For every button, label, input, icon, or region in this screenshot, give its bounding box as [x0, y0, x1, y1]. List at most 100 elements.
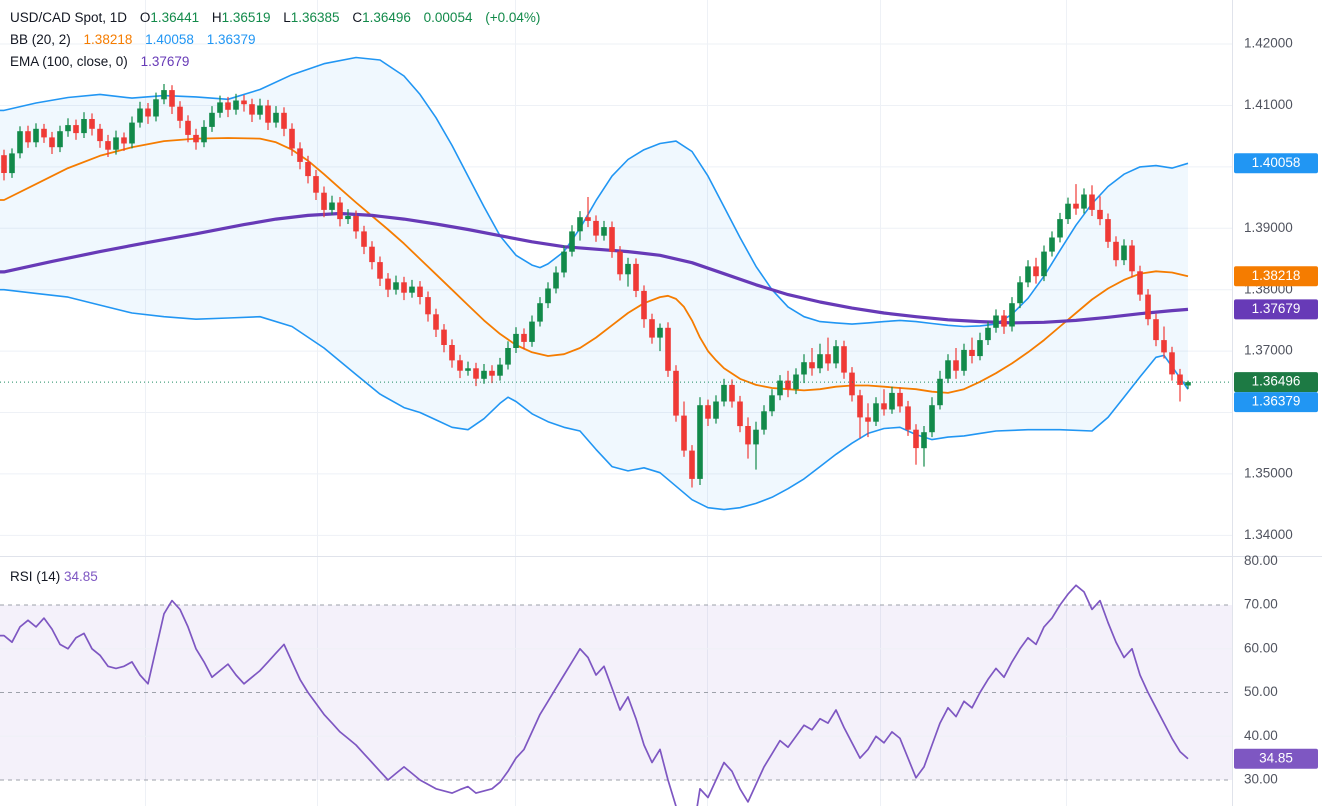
bb-legend-row[interactable]: BB (20, 2) 1.38218 1.40058 1.36379 — [10, 29, 540, 51]
candle-body — [681, 415, 687, 451]
candle-body — [473, 368, 479, 379]
candle-body — [1041, 251, 1047, 277]
candle-body — [641, 290, 647, 320]
candle-body — [689, 450, 695, 479]
candle-body — [649, 319, 655, 338]
candle-body — [97, 128, 103, 142]
candle-body — [297, 148, 303, 162]
price-badge-1.36496: 1.36496 — [1234, 372, 1318, 393]
candle-body — [265, 105, 271, 123]
candle-body — [673, 370, 679, 416]
candle-body — [513, 333, 519, 348]
main-legend: USD/CAD Spot, 1D O1.36441 H1.36519 L1.36… — [10, 7, 540, 73]
ohlc-low: L1.36385 — [283, 10, 340, 25]
price-tick-label: 1.42000 — [1244, 36, 1293, 51]
candle-body — [353, 216, 359, 232]
price-badge-1.37679-text: 1.37679 — [1252, 301, 1301, 316]
candle-body — [129, 122, 135, 144]
price-gridlines — [0, 43, 1232, 536]
candle-body — [1089, 194, 1095, 210]
candle-body — [217, 102, 223, 113]
ema-label: EMA (100, close, 0) — [10, 54, 128, 69]
candle-body — [545, 288, 551, 304]
candle-body — [385, 278, 391, 290]
candle-body — [409, 286, 415, 293]
change-percent: (+0.04%) — [485, 10, 541, 25]
candle-body — [953, 360, 959, 371]
candle-body — [1017, 282, 1023, 304]
candle-body — [105, 141, 111, 150]
bb-upper-value: 1.40058 — [145, 32, 194, 47]
candle-body — [313, 176, 319, 193]
candle-body — [729, 384, 735, 402]
candle-body — [897, 392, 903, 407]
bb-basis-value: 1.38218 — [83, 32, 133, 47]
price-badge-1.38218: 1.38218 — [1234, 266, 1318, 287]
candle-body — [1121, 245, 1127, 261]
rsi-tick-label: 70.00 — [1244, 597, 1278, 612]
candle-body — [57, 131, 63, 148]
rsi-tick-label: 40.00 — [1244, 728, 1278, 743]
price-badge-1.36379-text: 1.36379 — [1252, 394, 1301, 409]
candle-body — [929, 405, 935, 433]
rsi-badge: 34.85 — [1234, 748, 1318, 769]
price-badge-1.36496-bg — [1234, 372, 1318, 393]
price-badge-1.36379-bg — [1234, 392, 1318, 413]
change-absolute: 0.00054 — [423, 10, 473, 25]
symbol-legend-row[interactable]: USD/CAD Spot, 1D O1.36441 H1.36519 L1.36… — [10, 7, 540, 29]
price-badge-1.36496-text: 1.36496 — [1252, 374, 1301, 389]
candle-body — [505, 348, 511, 365]
rsi-tick-label: 60.00 — [1244, 640, 1278, 655]
candle-body — [1113, 241, 1119, 261]
candle-body — [697, 405, 703, 479]
candle-body — [1185, 382, 1191, 386]
ema-legend-row[interactable]: EMA (100, close, 0) 1.37679 — [10, 51, 540, 73]
price-tick-label: 1.35000 — [1244, 465, 1293, 480]
candle-body — [633, 263, 639, 291]
candle-body — [433, 314, 439, 330]
candle-body — [881, 403, 887, 410]
rsi-tick-label: 30.00 — [1244, 772, 1278, 787]
candle-body — [9, 153, 15, 174]
candle-body — [1169, 352, 1175, 375]
price-tick-label: 1.37000 — [1244, 343, 1293, 358]
candle-body — [449, 345, 455, 361]
candle-body — [273, 112, 279, 123]
candle-body — [401, 282, 407, 293]
candle-body — [825, 354, 831, 364]
candle-body — [833, 346, 839, 364]
candle-body — [81, 119, 87, 134]
candle-body — [377, 262, 383, 279]
candle-body — [721, 384, 727, 402]
price-axis[interactable]: 1.420001.410001.390001.380001.370001.350… — [1244, 36, 1293, 787]
price-badge-1.40058-bg — [1234, 153, 1318, 174]
candle-body — [345, 216, 351, 220]
candle-body — [1097, 209, 1103, 220]
bb-lower-value: 1.36379 — [206, 32, 256, 47]
candle-body — [361, 231, 367, 247]
candle-body — [417, 286, 423, 297]
candle-body — [521, 333, 527, 342]
candle-body — [977, 340, 983, 357]
candle-body — [49, 137, 55, 148]
candle-body — [841, 346, 847, 373]
candle-body — [993, 315, 999, 328]
candle-body — [25, 131, 31, 143]
candle-body — [801, 362, 807, 375]
ohlc-open: O1.36441 — [139, 10, 200, 25]
price-badge-1.37679-bg — [1234, 299, 1318, 320]
rsi-legend-row[interactable]: RSI (14) 34.85 — [10, 567, 98, 587]
price-badge-1.37679: 1.37679 — [1234, 299, 1318, 320]
candle-body — [201, 126, 207, 143]
candle-body — [249, 104, 255, 115]
candle-body — [969, 349, 975, 356]
rsi-label: RSI (14) — [10, 569, 61, 584]
candle-body — [1025, 266, 1031, 283]
candle-body — [873, 403, 879, 422]
candle-body — [121, 137, 127, 144]
candlestick-series — [1, 84, 1191, 488]
price-badge-1.40058-text: 1.40058 — [1252, 155, 1301, 170]
candle-body — [985, 327, 991, 341]
candle-body — [241, 100, 247, 105]
